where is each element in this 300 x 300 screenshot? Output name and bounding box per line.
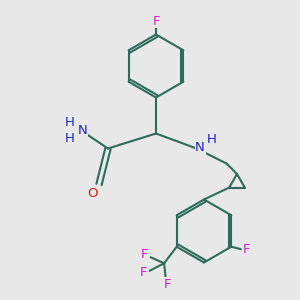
Text: H: H	[207, 133, 217, 146]
Text: O: O	[87, 187, 98, 200]
Text: H: H	[65, 116, 74, 129]
Text: F: F	[141, 248, 148, 261]
Text: N: N	[195, 141, 205, 154]
Text: H: H	[65, 132, 74, 146]
Text: F: F	[164, 278, 171, 291]
Text: F: F	[140, 266, 148, 279]
Text: N: N	[78, 124, 87, 137]
Text: F: F	[152, 14, 160, 28]
Text: F: F	[243, 243, 250, 256]
